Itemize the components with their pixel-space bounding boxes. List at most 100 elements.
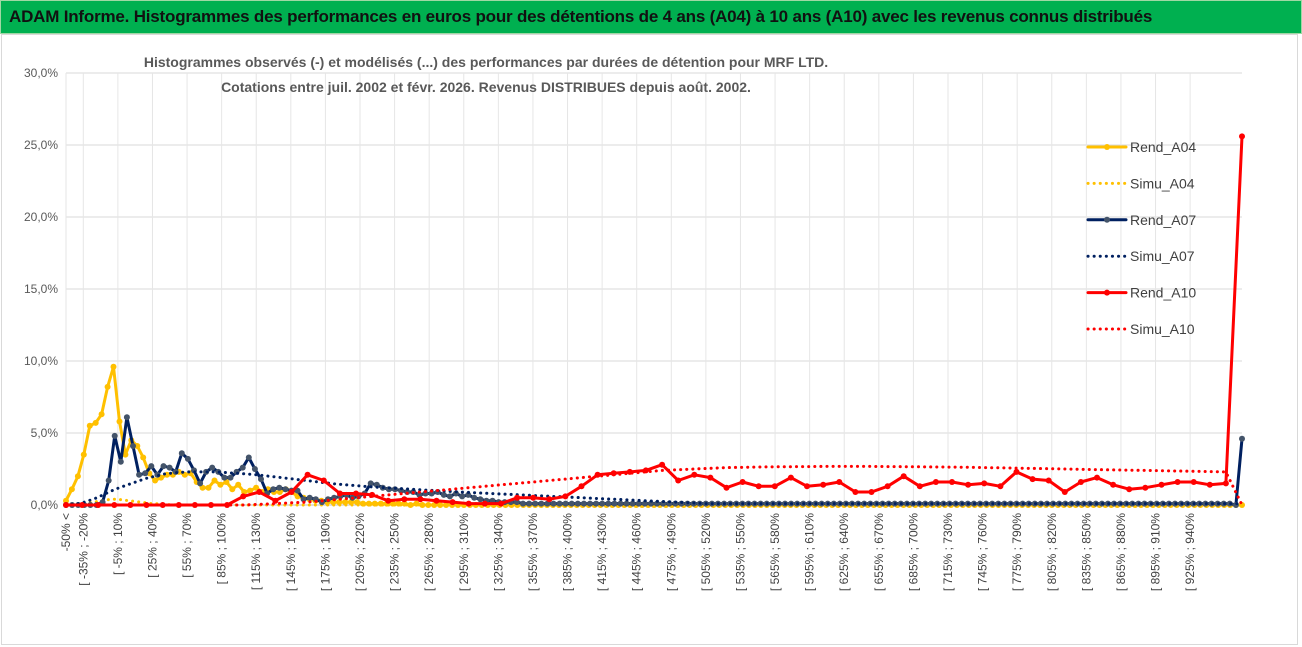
- legend-label-rend-a04: Rend_A04: [1130, 139, 1196, 155]
- x-tick-label: [ 445% ; 460%: [630, 513, 644, 591]
- data-point-rend-a07: [538, 500, 545, 507]
- x-tick-label: [ 745% ; 760%: [976, 513, 990, 591]
- data-point-rend-a07: [282, 486, 289, 493]
- x-tick-label: [ 805% ; 820%: [1045, 513, 1059, 591]
- data-point-rend-a07: [178, 450, 185, 457]
- legend-marker-rend-a07: [1104, 216, 1110, 223]
- x-tick-label: [ 595% ; 610%: [803, 513, 817, 591]
- data-point-rend-a04: [229, 486, 236, 493]
- series-line-rend-a10: [64, 134, 1244, 507]
- data-point-rend-a10: [127, 502, 134, 508]
- data-point-rend-a04: [134, 443, 141, 449]
- chart-title-line-2: Cotations entre juil. 2002 et févr. 2026…: [221, 79, 751, 95]
- data-point-rend-a04: [122, 451, 129, 458]
- x-tick-label: [ -5% ; 10%: [111, 513, 125, 575]
- data-point-rend-a07: [635, 500, 642, 507]
- x-tick-label: [ 535% ; 550%: [733, 513, 747, 591]
- data-point-rend-a10: [916, 483, 923, 490]
- data-point-rend-a07: [611, 500, 618, 507]
- series-layer: [63, 133, 1245, 508]
- chart-frame: 0,0% 5,0% 10,0% 15,0% 20,0% 25,0% 30,0% -50% <…: [1, 34, 1298, 645]
- y-tick-label: 20,0%: [24, 210, 58, 224]
- x-tick-label: [ 715% ; 730%: [941, 513, 955, 591]
- x-tick-label: [ 235% ; 250%: [388, 513, 402, 591]
- x-tick-label: [ 115% ; 130%: [249, 513, 263, 590]
- legend-label-rend-a10: Rend_A10: [1130, 285, 1196, 301]
- data-point-rend-a07: [184, 455, 191, 462]
- x-tick-label: -50% <: [59, 513, 73, 551]
- legend-marker-rend-a04: [1104, 144, 1110, 150]
- data-point-rend-a07: [258, 476, 264, 483]
- data-point-rend-a07: [148, 463, 155, 470]
- data-point-rend-a10: [272, 497, 279, 504]
- data-point-rend-a04: [419, 502, 426, 508]
- data-point-rend-a07: [587, 500, 593, 507]
- data-point-rend-a10: [884, 483, 891, 490]
- data-point-rend-a10: [546, 496, 553, 503]
- report-title: ADAM Informe. Histogrammes des performan…: [9, 7, 1153, 26]
- data-point-rend-a04: [342, 499, 349, 506]
- data-point-rend-a10: [1110, 481, 1117, 488]
- data-point-rend-a10: [1222, 480, 1229, 487]
- data-point-rend-a07: [117, 458, 124, 465]
- data-point-rend-a10: [1061, 489, 1068, 495]
- data-point-rend-a04: [235, 481, 242, 488]
- data-point-rend-a10: [320, 477, 327, 484]
- x-tick-label: [ 25% ; 40%: [145, 513, 159, 578]
- data-point-rend-a07: [550, 500, 557, 507]
- data-point-rend-a07: [593, 500, 600, 507]
- y-tick-label: 10,0%: [24, 354, 58, 368]
- data-point-rend-a10: [739, 479, 746, 485]
- data-point-rend-a07: [209, 464, 216, 471]
- x-tick-label: [ 685% ; 700%: [906, 513, 920, 591]
- data-point-rend-a07: [471, 494, 478, 501]
- data-point-rend-a10: [707, 474, 714, 481]
- x-tick-label: [ 865% ; 880%: [1114, 513, 1128, 591]
- data-point-rend-a10: [771, 483, 778, 490]
- x-tick-label: [ 385% ; 400%: [561, 513, 575, 591]
- data-point-rend-a04: [116, 418, 123, 425]
- data-point-rend-a10: [981, 480, 988, 487]
- data-point-rend-a10: [659, 461, 666, 468]
- legend-label-simu-a04: Simu_A04: [1130, 175, 1195, 191]
- data-point-rend-a10: [804, 483, 810, 490]
- data-point-rend-a07: [440, 491, 447, 498]
- data-point-rend-a07: [130, 443, 136, 449]
- data-point-rend-a04: [86, 422, 93, 429]
- data-point-rend-a07: [245, 454, 252, 461]
- data-point-rend-a10: [1094, 474, 1100, 481]
- line-chart: 0,0% 5,0% 10,0% 15,0% 20,0% 25,0% 30,0% -50% <…: [24, 54, 1245, 591]
- data-point-rend-a04: [425, 502, 432, 508]
- data-point-rend-a07: [123, 414, 130, 421]
- data-point-rend-a07: [477, 496, 484, 503]
- x-axis: -50% <[ -35% ; -20% [ -5% ; 10% [ 25% ; 40…: [59, 504, 1242, 591]
- legend-label-simu-a10: Simu_A10: [1130, 321, 1195, 337]
- y-tick-label: 25,0%: [24, 138, 58, 152]
- data-point-rend-a04: [211, 477, 218, 484]
- y-tick-label: 15,0%: [24, 282, 58, 296]
- data-point-rend-a07: [641, 500, 648, 507]
- series-line-simu-a07: [64, 470, 1244, 507]
- data-point-rend-a07: [629, 500, 636, 507]
- x-tick-label: [ 85% ; 100%: [215, 513, 229, 585]
- data-point-rend-a10: [481, 500, 488, 507]
- x-tick-label: [ 895% ; 910%: [1149, 513, 1163, 591]
- x-tick-label: [ 625% ; 640%: [837, 513, 851, 591]
- x-tick-label: [ 145% ; 160%: [284, 513, 298, 591]
- x-tick-label: [ 475% ; 490%: [664, 513, 678, 591]
- data-point-rend-a07: [617, 500, 624, 507]
- data-point-rend-a10: [562, 493, 569, 500]
- legend: Rend_A04 Simu_A04 Rend_A07 Simu_A07 Rend_A10…: [1086, 139, 1196, 337]
- data-point-rend-a07: [459, 493, 466, 500]
- data-point-rend-a10: [514, 494, 521, 501]
- data-point-rend-a07: [227, 474, 234, 481]
- data-point-rend-a04: [437, 502, 444, 508]
- x-tick-label: [ 355% ; 370%: [526, 513, 540, 591]
- x-tick-label: [ -35% ; -20%: [76, 513, 90, 586]
- data-point-rend-a10: [224, 502, 231, 508]
- data-point-rend-a10: [723, 484, 730, 491]
- data-point-rend-a07: [160, 463, 167, 470]
- data-point-rend-a10: [1045, 477, 1052, 484]
- data-point-rend-a10: [95, 502, 102, 508]
- series-line-simu-a10: [64, 464, 1244, 507]
